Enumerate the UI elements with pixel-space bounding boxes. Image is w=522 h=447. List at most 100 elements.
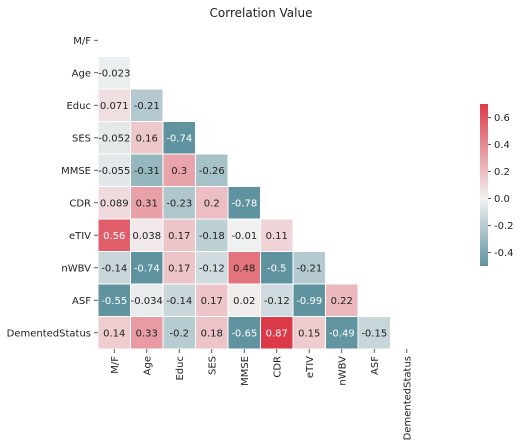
heatmap-cell (163, 317, 195, 349)
y-tick-label: eTIV (69, 231, 91, 242)
heatmap-cell (326, 284, 358, 316)
heatmap-cell (228, 252, 260, 284)
heatmap-cell (358, 317, 390, 349)
y-tick-label: ASF (72, 296, 91, 307)
cell-value-label: 0.22 (331, 296, 353, 307)
cell-value-label: -0.99 (296, 296, 322, 307)
heatmap-cell (196, 154, 228, 186)
cell-value-label: -0.18 (199, 231, 225, 242)
cell-value-label: -0.23 (166, 198, 192, 209)
cell-value-label: -0.052 (98, 133, 130, 144)
cell-value-label: -0.74 (134, 263, 160, 274)
heatmap-cell (131, 154, 163, 186)
cell-value-label: 0.18 (201, 328, 223, 339)
colorbar-tick-label: 0.2 (494, 167, 510, 178)
heatmap-cell (98, 187, 130, 219)
heatmap-cell (131, 252, 163, 284)
cell-value-label: 0.14 (103, 328, 125, 339)
cell-value-label: -0.14 (101, 263, 127, 274)
x-tick-label: SES (207, 356, 218, 375)
cell-value-label: 0.17 (201, 296, 223, 307)
heatmap-cell (196, 317, 228, 349)
heatmap-cell (196, 219, 228, 251)
x-tick-label: M/F (110, 356, 121, 374)
heatmap-cell (131, 317, 163, 349)
y-tick-label: DementedStatus (7, 328, 91, 339)
heatmap-cell (228, 284, 260, 316)
y-tick-label: nWBV (61, 263, 91, 274)
cell-value-label: -0.01 (231, 231, 257, 242)
heatmap-cell (326, 317, 358, 349)
cell-value-label: 0.11 (266, 231, 288, 242)
heatmap-cell (228, 187, 260, 219)
heatmap-cell (261, 252, 293, 284)
x-tick-label: ASF (370, 356, 381, 375)
chart-title: Correlation Value (210, 6, 313, 20)
cell-value-label: -0.14 (166, 296, 192, 307)
colorbar-tick-label: -0.4 (494, 248, 514, 259)
cell-value-label: -0.2 (169, 328, 189, 339)
heatmap-cell (293, 284, 325, 316)
cell-value-label: 0.56 (103, 231, 125, 242)
heatmap-cell (98, 57, 130, 89)
cell-value-label: -0.78 (231, 198, 257, 209)
x-tick-label: CDR (272, 356, 283, 378)
cell-value-label: 0.87 (266, 328, 288, 339)
cell-value-label: 0.089 (100, 198, 129, 209)
colorbar-tick-label: 0.0 (494, 194, 510, 205)
colorbar (480, 104, 488, 266)
cell-value-label: -0.21 (296, 263, 322, 274)
cell-value-label: 0.17 (168, 231, 190, 242)
y-tick-label: Educ (66, 101, 91, 112)
heatmap-cell (163, 154, 195, 186)
cell-value-label: -0.21 (134, 101, 160, 112)
y-tick-label: MMSE (61, 166, 91, 177)
colorbar-tick-label: 0.4 (494, 140, 510, 151)
heatmap-cell (293, 252, 325, 284)
heatmap-cell (98, 252, 130, 284)
heatmap-cell (261, 219, 293, 251)
cell-value-label: 0.17 (168, 263, 190, 274)
cell-value-label: 0.2 (204, 198, 220, 209)
heatmap-cell (228, 219, 260, 251)
heatmap-cell (196, 284, 228, 316)
x-tick-label: DementedStatus (402, 356, 413, 440)
cell-value-label: -0.65 (231, 328, 257, 339)
heatmap-cell (131, 219, 163, 251)
y-tick-label: SES (72, 133, 91, 144)
heatmap-cell (163, 187, 195, 219)
heatmap-cell (163, 122, 195, 154)
heatmap-cell (163, 284, 195, 316)
colorbar-tick-label: -0.2 (494, 221, 514, 232)
x-tick-label: nWBV (337, 356, 348, 386)
heatmap-cell (163, 252, 195, 284)
heatmap-cell (131, 187, 163, 219)
cell-value-label: 0.31 (136, 198, 158, 209)
cell-value-label: -0.55 (101, 296, 127, 307)
heatmap-cell (163, 219, 195, 251)
cell-value-label: -0.034 (131, 296, 163, 307)
cell-value-label: -0.5 (267, 263, 287, 274)
heatmap-cell (98, 89, 130, 121)
y-tick-label: Age (72, 68, 91, 79)
cell-value-label: 0.15 (298, 328, 320, 339)
x-tick-label: eTIV (305, 356, 316, 378)
cell-value-label: -0.12 (264, 296, 290, 307)
heatmap-cell (98, 154, 130, 186)
cell-value-label: -0.74 (166, 133, 192, 144)
heatmap-cell (98, 317, 130, 349)
cell-value-label: 0.071 (100, 101, 129, 112)
cell-value-label: 0.48 (233, 263, 255, 274)
heatmap-cell (98, 122, 130, 154)
heatmap-cell (196, 252, 228, 284)
heatmap-cell (261, 317, 293, 349)
cell-value-label: 0.3 (171, 166, 187, 177)
heatmap-cell (293, 317, 325, 349)
heatmap-cell (131, 284, 163, 316)
cell-value-label: 0.02 (233, 296, 255, 307)
cell-value-label: -0.023 (98, 68, 130, 79)
cell-value-label: 0.33 (136, 328, 158, 339)
heatmap-cell (98, 219, 130, 251)
cell-value-label: -0.26 (199, 166, 225, 177)
